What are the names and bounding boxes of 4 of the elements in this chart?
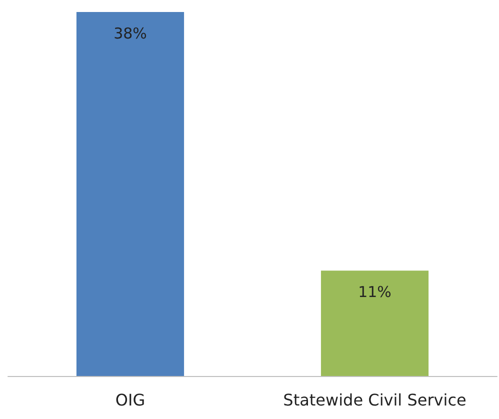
- x-tick-label: OIG: [115, 390, 146, 410]
- data-label: 11%: [358, 283, 392, 302]
- data-label: 38%: [114, 24, 147, 42]
- x-tick-label: Statewide Civil Service: [283, 390, 466, 410]
